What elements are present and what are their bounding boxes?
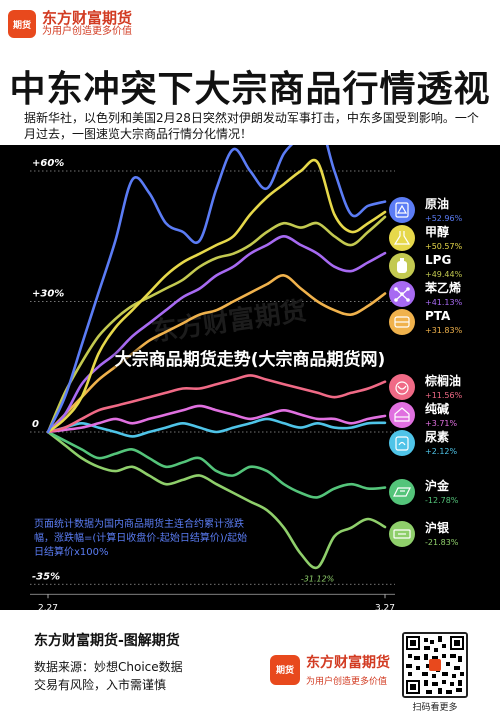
series-line	[46, 145, 387, 434]
bond-lines	[395, 288, 409, 301]
series-line	[46, 215, 387, 434]
legend-change: +41.13%	[425, 298, 463, 307]
brand-logo: 期货	[8, 10, 36, 38]
oil-barrel-icon	[389, 197, 415, 223]
page-title: 中东冲突下大宗商品行情透视	[9, 69, 491, 110]
intro-text: 据新华社，以色列和美国2月28日突然对伊朗发动军事打击，中东多国受到影响。一个月…	[24, 111, 479, 141]
cylinder-valve-shape	[400, 258, 404, 261]
y-tick-label: +60%	[32, 158, 64, 169]
series-line	[46, 404, 387, 434]
bag-shape	[395, 436, 409, 451]
gold-bar-icon	[389, 479, 415, 505]
flask-shape	[393, 231, 411, 245]
data-annotation: -31.12%	[301, 574, 334, 583]
cylinder-shape	[397, 261, 407, 273]
footer-brand: 期货 东方财富期货 为用户创造更多价值	[270, 652, 390, 687]
legend-name: 尿素	[425, 429, 449, 444]
series-line	[46, 374, 387, 434]
bar-shape	[393, 529, 411, 539]
legend-change: +52.96%	[425, 214, 463, 223]
legend-name: PTA	[425, 309, 451, 323]
x-tick-label: 3.27	[375, 603, 395, 610]
legend-name: 纯碱	[425, 401, 449, 416]
brand-slogan: 为用户创造更多价值	[42, 26, 132, 37]
legend-name: 沪金	[425, 478, 450, 493]
palm-fruit-icon	[389, 374, 415, 400]
legend-change: +31.83%	[425, 326, 463, 335]
brand-name: 东方财富期货	[42, 9, 133, 27]
series-line	[46, 430, 387, 570]
house-shape	[394, 407, 410, 422]
footer-info: 东方财富期货-图解期货 数据来源：妙想Choice数据 交易有风险，入市需谨慎	[34, 630, 183, 694]
line-chart: +60%+30%0-35%2.273.27东方财富期货72.33%-31.12%…	[30, 145, 463, 610]
legend-name: 原油	[425, 196, 449, 211]
brand-header: 期货 东方财富期货 为用户创造更多价值	[8, 6, 132, 42]
overlay-title: 大宗商品期货走势(大宗商品期货网)	[114, 350, 386, 370]
series-line	[46, 417, 387, 438]
legend-name: 苯乙烯	[424, 280, 461, 295]
footer-brand-name: 东方财富期货	[306, 655, 390, 671]
oil-barrel-shape	[395, 202, 409, 218]
leaf-shape	[398, 441, 406, 446]
oil-drop-shape	[396, 204, 408, 214]
flask-icon	[389, 225, 415, 251]
legend-change: +11.56%	[425, 391, 463, 400]
chart-panel: +60%+30%0-35%2.273.27东方财富期货72.33%-31.12%…	[0, 145, 500, 610]
legend-change: -21.83%	[425, 538, 459, 547]
qr-code[interactable]	[402, 632, 468, 698]
legend-change: -12.78%	[425, 496, 459, 505]
legend-name: 甲醇	[425, 224, 449, 239]
data-source: 数据来源：妙想Choice数据	[34, 660, 183, 674]
series-line	[46, 158, 387, 434]
series-line	[46, 235, 387, 434]
footer-title: 东方财富期货-图解期货	[34, 633, 180, 649]
series-line	[46, 430, 387, 499]
fruit-detail	[397, 385, 407, 390]
footer-logo: 期货	[270, 654, 300, 685]
legend-name: LPG	[425, 253, 451, 267]
risk-warning: 交易有风险，入市需谨慎	[34, 678, 167, 692]
x-tick-label: 2.27	[38, 603, 58, 610]
bar-shape	[393, 487, 411, 497]
factory-icon	[389, 402, 415, 428]
qr-caption: 扫码看更多	[412, 703, 458, 713]
chart-note: 页面统计数据为国内商品期货主连合约累计涨跌幅，涨跌幅=(计算日收盘价-起始日结算…	[34, 519, 248, 558]
legend-change: +2.12%	[425, 447, 458, 456]
legend-name: 棕榈油	[424, 373, 461, 388]
y-tick-label: 0	[32, 419, 39, 430]
series-line	[46, 274, 387, 434]
y-tick-label: -35%	[32, 571, 60, 582]
legend-name: 沪银	[425, 520, 450, 535]
legend-change: +49.44%	[425, 270, 463, 279]
fruit-shape	[395, 381, 409, 395]
legend-change: +50.57%	[425, 242, 463, 251]
y-tick-label: +30%	[32, 289, 64, 300]
qr-pattern	[404, 634, 466, 696]
footer-brand-slogan: 为用户创造更多价值	[306, 677, 388, 687]
legend-change: +3.71%	[425, 419, 458, 428]
